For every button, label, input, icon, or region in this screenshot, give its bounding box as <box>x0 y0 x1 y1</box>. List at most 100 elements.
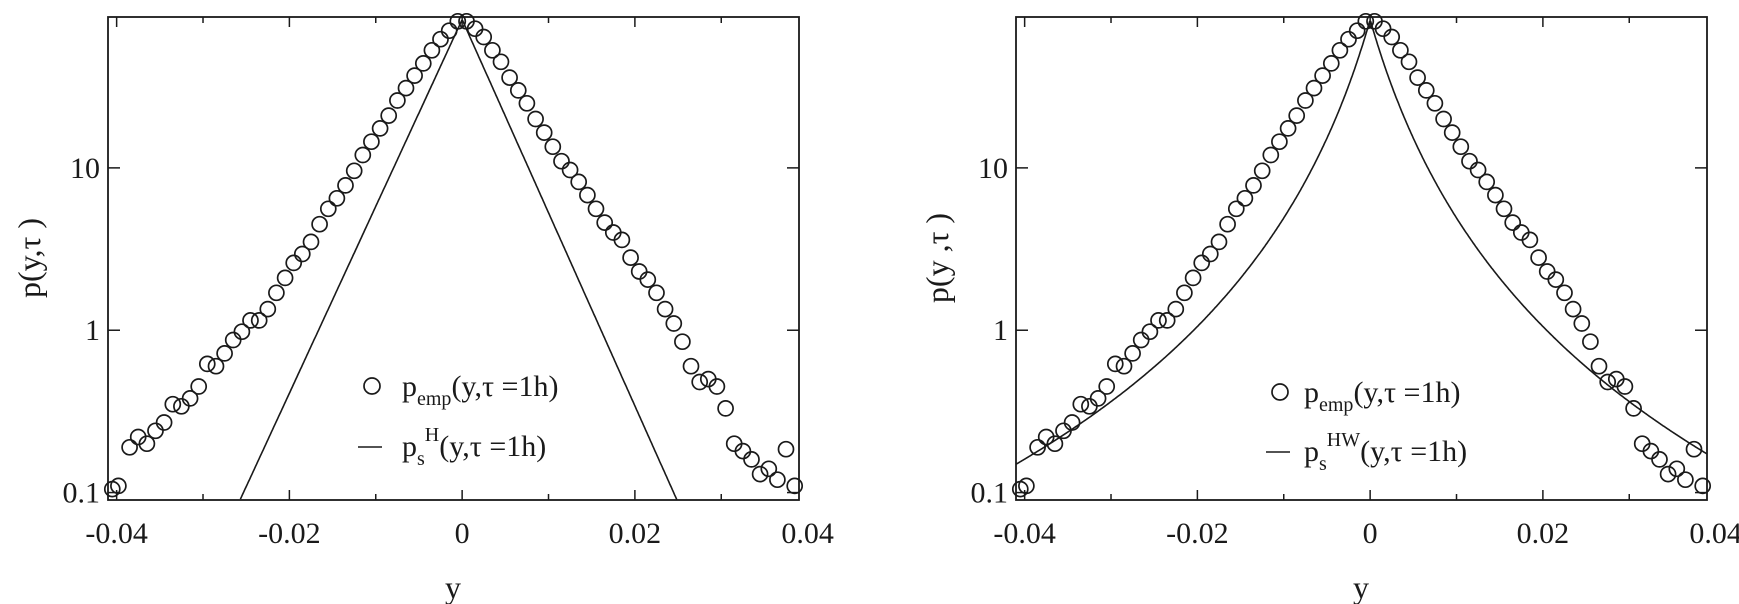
right-emp-point <box>1193 254 1211 272</box>
right-emp-point <box>1659 465 1677 483</box>
left-emp-point <box>596 214 614 231</box>
right-legend-emp-marker <box>1271 383 1289 401</box>
left-emp-point <box>250 312 268 329</box>
left-emp-point <box>587 200 605 218</box>
left-emp-point <box>397 79 415 97</box>
left-emp-point <box>648 284 665 302</box>
right-emp-point <box>1616 378 1634 395</box>
right-legend: pemp(y,τ =1h) psHW(y,τ =1h) <box>1266 376 1467 475</box>
left-fit-group <box>239 19 678 501</box>
right-emp-point <box>1158 312 1176 329</box>
right-emp-point <box>1279 120 1297 137</box>
right-emp-point <box>1340 30 1357 48</box>
left-emp-point <box>233 323 251 341</box>
left-emp-point <box>337 177 354 194</box>
left-emp-point <box>224 331 242 349</box>
right-emp-point <box>1106 355 1124 373</box>
left-emp-point <box>311 215 328 233</box>
left-emp-point <box>751 465 769 483</box>
right-emp-point <box>1227 200 1245 218</box>
right-emp-point <box>1089 390 1107 407</box>
left-emp-point <box>138 435 156 453</box>
right-y-tick-label: 1 <box>993 314 1008 347</box>
left-emp-point <box>553 152 570 170</box>
right-emp-point <box>1357 12 1375 30</box>
right-emp-point <box>1236 189 1254 207</box>
left-emp-point <box>207 357 225 375</box>
left-emp-point <box>155 414 173 431</box>
left-emp-point <box>363 133 380 151</box>
left-emp-point <box>449 12 467 30</box>
right-emp-point <box>1383 28 1401 46</box>
left-emp-point <box>432 30 449 48</box>
right-emp-point <box>1081 397 1098 415</box>
left-emp-point <box>561 161 579 179</box>
left-plot-frame <box>107 16 800 501</box>
left-emp-point <box>242 312 259 329</box>
right-emp-point <box>1461 152 1478 170</box>
left-emp-point <box>345 162 363 180</box>
right-legend-emp-rest: (y,τ =1h) <box>1353 376 1460 409</box>
right-x-ticks: -0.04 -0.02 0 0.02 0.04 <box>993 17 1739 550</box>
right-emp-point <box>1487 186 1504 204</box>
left-emp-point <box>579 186 596 204</box>
left-emp-point <box>743 451 760 468</box>
left-x-tick-label: 0.02 <box>609 517 662 550</box>
right-legend-emp-main: p <box>1304 376 1319 409</box>
right-legend-emp-sub: emp <box>1319 394 1353 416</box>
right-legend-fit-label: psHW(y,τ =1h) <box>1304 429 1467 475</box>
right-x-tick-label: -0.04 <box>993 517 1056 550</box>
left-emp-point <box>198 355 216 373</box>
right-y-tick-label: 0.1 <box>971 477 1009 510</box>
left-emp-point <box>147 422 164 440</box>
left-emp-point <box>475 28 493 46</box>
right-emp-point <box>1322 55 1340 72</box>
left-emp-point <box>509 82 527 99</box>
right-emp-point <box>1288 107 1306 124</box>
right-panel: -0.04 -0.02 0 0.02 0.04 0.1 1 10 y p(y ,τ ) pe… <box>919 12 1739 604</box>
right-emp-point <box>1685 440 1703 458</box>
right-emp-point <box>1417 82 1435 99</box>
left-legend-emp-rest: (y,τ =1h) <box>451 370 558 403</box>
left-y-ticks: 0.1 1 10 <box>63 152 799 510</box>
right-fit-curve <box>1015 20 1708 465</box>
left-emp-point <box>302 233 320 251</box>
right-x-axis-title: y <box>1353 569 1369 604</box>
right-emp-point <box>1573 315 1591 332</box>
right-legend-fit-main: p <box>1304 435 1319 468</box>
left-emp-point <box>769 471 786 489</box>
right-emp-point <box>1018 477 1035 495</box>
right-y-tick-label: 10 <box>978 152 1008 185</box>
right-emp-point <box>1245 177 1262 194</box>
left-emp-point <box>777 440 795 458</box>
right-emp-point <box>1469 161 1487 179</box>
left-emp-point <box>492 53 510 71</box>
left-emp-point <box>656 300 674 318</box>
right-emp-point <box>1297 92 1314 109</box>
left-emp-point <box>259 300 277 318</box>
right-x-tick-label: 0 <box>1363 517 1378 550</box>
right-emp-point <box>1694 477 1712 495</box>
left-emp-point <box>440 22 458 40</box>
right-emp-point <box>1435 110 1452 128</box>
right-x-tick-label: 0.04 <box>1689 517 1739 550</box>
left-x-tick-label: 0.04 <box>781 517 834 550</box>
right-legend-emp-label: pemp(y,τ =1h) <box>1304 376 1460 416</box>
left-emp-point <box>622 249 639 266</box>
left-legend-fit-sup: H <box>425 424 439 446</box>
right-emp-point <box>1392 41 1409 59</box>
left-emp-point <box>276 269 294 287</box>
left-emp-point <box>328 189 346 207</box>
left-emp-point <box>285 254 303 272</box>
left-emp-point <box>527 110 544 128</box>
left-emp-point <box>518 94 536 112</box>
left-x-tick-label: 0 <box>455 517 470 550</box>
right-emp-point <box>1521 231 1539 249</box>
left-legend-emp-label: pemp(y,τ =1h) <box>402 370 558 410</box>
right-emp-point <box>1184 269 1202 287</box>
left-emp-point <box>423 41 441 59</box>
right-legend-fit-rest: (y,τ =1h) <box>1360 435 1467 468</box>
right-emp-point <box>1271 133 1288 151</box>
right-emp-point <box>1210 233 1228 251</box>
